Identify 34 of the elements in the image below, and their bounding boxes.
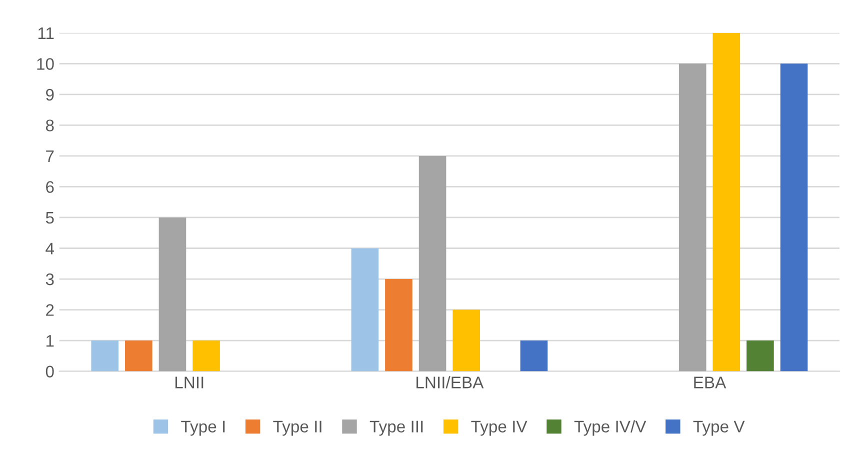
y-tick-label: 1: [46, 335, 54, 347]
bar: [520, 340, 548, 372]
bar: [158, 217, 186, 372]
bar: [125, 340, 152, 372]
bar: [351, 248, 379, 372]
legend-label: Type II: [273, 420, 322, 436]
bar: [712, 32, 740, 372]
y-tick-label: 8: [46, 120, 54, 132]
bar: [678, 64, 706, 372]
y-tick-label: 9: [46, 88, 54, 101]
legend-label: Type V: [693, 420, 745, 436]
x-tick-label: LNII: [175, 376, 204, 388]
bar: [452, 310, 480, 372]
y-tick-label: 4: [46, 242, 54, 254]
y-tick-label: 6: [46, 181, 54, 193]
y-tick-label: 3: [46, 273, 54, 286]
y-tick-label: 5: [46, 212, 54, 224]
x-tick-label: LNII/EBA: [416, 376, 484, 388]
bar: [192, 340, 220, 372]
legend-label: Type IV: [471, 420, 528, 436]
y-tick-label: 11: [38, 27, 54, 39]
legend-label: Type III: [370, 420, 423, 436]
bar: [418, 156, 446, 372]
y-tick-label: 10: [37, 58, 54, 70]
y-tick-label: 7: [46, 150, 54, 162]
legend-label: Type I: [181, 420, 225, 436]
bar: [91, 340, 119, 372]
y-tick-label: 0: [46, 366, 54, 378]
legend-label: Type IV/V: [574, 420, 646, 436]
x-tick-label: EBA: [694, 376, 726, 388]
bar: [780, 64, 808, 372]
y-tick-label: 2: [46, 304, 54, 316]
bar: [385, 279, 412, 372]
bar: [746, 340, 774, 372]
